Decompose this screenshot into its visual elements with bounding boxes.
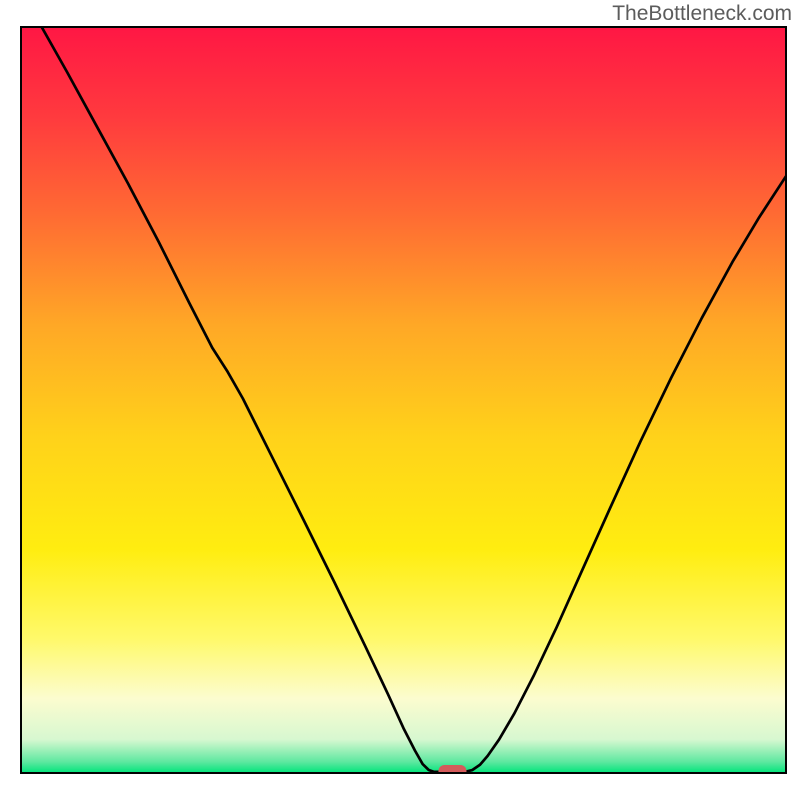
- chart-container: [0, 0, 800, 800]
- optimum-marker: [438, 765, 466, 778]
- bottleneck-chart: [0, 0, 800, 800]
- gradient-background: [21, 27, 786, 773]
- attribution-text: TheBottleneck.com: [612, 2, 792, 26]
